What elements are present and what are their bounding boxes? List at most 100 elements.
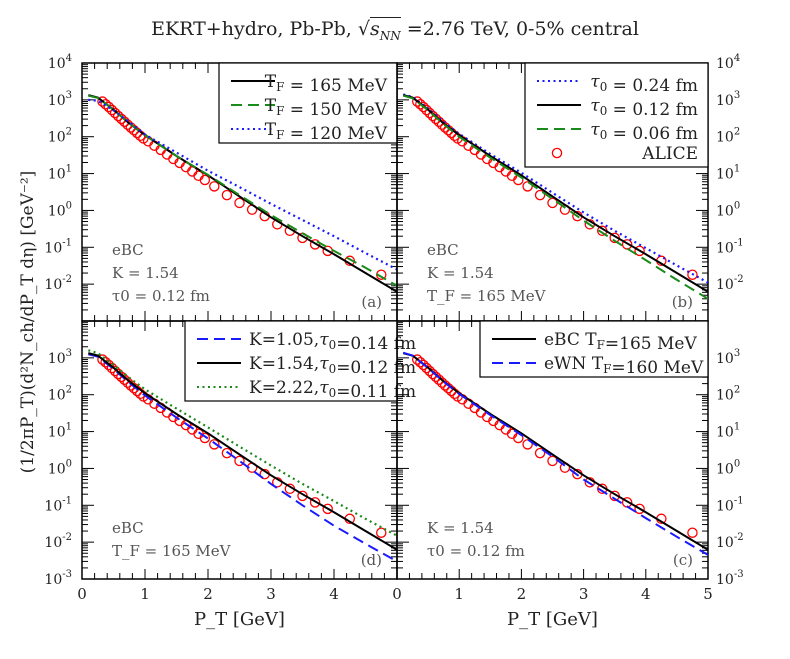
text-subscript: 0 <box>600 80 608 94</box>
y-tick-label: 102 <box>716 385 740 404</box>
plot-area <box>87 349 397 563</box>
tick-base: 10 <box>48 56 66 72</box>
tick-base: 10 <box>716 498 734 514</box>
alice-point <box>534 189 546 201</box>
legend-label: τ0 = 0.24 fm <box>590 72 698 96</box>
plot-area <box>88 94 397 293</box>
panel-label: (b) <box>672 293 693 311</box>
tick-exponent: 3 <box>734 348 740 359</box>
alice-point <box>100 99 111 110</box>
alice-point <box>522 439 533 450</box>
tick-exponent: 1 <box>66 164 72 175</box>
legend-label: K=1.54,τ0=0.12 fm <box>249 354 416 378</box>
text-symbol: τ <box>590 72 600 92</box>
text-part: K=2.22, <box>249 378 319 398</box>
tick-exponent: -2 <box>734 274 744 285</box>
series-line <box>88 352 397 551</box>
tick-exponent: -2 <box>62 274 72 285</box>
y-tick-label: 102 <box>48 385 72 404</box>
x-tick-label: 0 <box>392 585 402 603</box>
tick-exponent: 0 <box>734 200 740 211</box>
y-tick-label: 102 <box>48 127 72 146</box>
legend: K=1.05,τ0=0.14 fmK=1.54,τ0=0.12 fmK=2.22… <box>184 320 416 402</box>
sqrt-symbol: √ <box>357 18 370 40</box>
legend-label: K=2.22,τ0=0.11 fm <box>249 378 416 402</box>
panel-annotation: K = 1.54 <box>427 519 494 537</box>
y-tick-label: 101 <box>48 422 72 441</box>
y-tick-label: 104 <box>48 53 72 72</box>
y-tick-label: 104 <box>716 53 740 72</box>
series-line <box>402 94 708 293</box>
alice-point <box>221 447 233 459</box>
tick-base: 10 <box>48 425 66 441</box>
alice-point <box>209 439 220 450</box>
text-symbol: T <box>265 120 277 140</box>
alice-point <box>411 96 423 107</box>
alice-point <box>433 374 445 385</box>
alice-point <box>421 362 432 374</box>
legend-label: ALICE <box>641 144 698 164</box>
tick-base: 10 <box>48 167 66 183</box>
tick-exponent: 0 <box>66 200 72 211</box>
alice-point <box>97 354 108 365</box>
alice-point <box>427 368 439 380</box>
legend-label: TF = 120 MeV <box>265 120 388 144</box>
alice-point <box>309 497 321 508</box>
tick-base: 10 <box>44 572 62 588</box>
tick-exponent: 3 <box>66 90 72 101</box>
panel-label: (d) <box>361 551 382 569</box>
alice-point <box>109 107 121 119</box>
text-part: K=1.54, <box>249 354 319 374</box>
tick-base: 10 <box>716 277 734 293</box>
alice-point <box>433 116 445 127</box>
text-symbol: T <box>592 354 604 374</box>
y-tick-label: 10-1 <box>44 495 72 514</box>
text-part: =0.11 fm <box>336 382 416 402</box>
tick-base: 10 <box>48 351 66 367</box>
text-symbol: τ <box>319 354 329 374</box>
alice-point <box>634 245 645 257</box>
tick-exponent: -1 <box>734 237 744 248</box>
x-tick-label: 1 <box>454 585 464 603</box>
alice-point <box>411 354 423 365</box>
tick-base: 10 <box>48 130 66 146</box>
x-tick-label: 2 <box>517 585 527 603</box>
tick-exponent: 0 <box>734 458 740 469</box>
y-tick-label: 10-1 <box>716 237 744 256</box>
tick-base: 10 <box>716 572 734 588</box>
alice-point <box>97 96 108 107</box>
text-subscript: F <box>276 104 284 118</box>
text-symbol: τ <box>590 96 600 116</box>
y-tick-label: 10-1 <box>716 495 744 514</box>
legend-label: eWN TF=160 MeV <box>544 354 704 378</box>
alice-point <box>634 503 645 515</box>
title-suffix: =2.76 TeV, 0-5% central <box>400 18 639 40</box>
alice-point <box>687 527 698 538</box>
panel-annotation: τ0 = 0.12 fm <box>427 542 525 560</box>
y-tick-label: 101 <box>716 164 740 183</box>
tick-exponent: 4 <box>734 53 740 64</box>
y-tick-label: 103 <box>716 348 740 367</box>
panel-annotation: τ0 = 0.12 fm <box>112 287 210 305</box>
text-symbol: T <box>265 72 277 92</box>
alice-point <box>119 116 130 127</box>
tick-base: 10 <box>716 56 734 72</box>
panel-annotation: eBC <box>112 519 144 537</box>
text-part: =165 MeV <box>605 334 698 354</box>
text-part: eWN <box>544 354 592 374</box>
tick-base: 10 <box>716 167 734 183</box>
panel-annotation: T_F = 165 MeV <box>112 542 232 560</box>
text-subscript: F <box>276 80 284 94</box>
alice-point <box>112 368 124 380</box>
tick-base: 10 <box>716 240 734 256</box>
y-tick-label: 10-3 <box>716 569 744 588</box>
x-tick-label: 5 <box>703 585 713 603</box>
title-prefix: EKRT+hydro, Pb-Pb, <box>151 18 358 40</box>
tick-base: 10 <box>716 130 734 146</box>
x-tick-label: 3 <box>266 585 276 603</box>
